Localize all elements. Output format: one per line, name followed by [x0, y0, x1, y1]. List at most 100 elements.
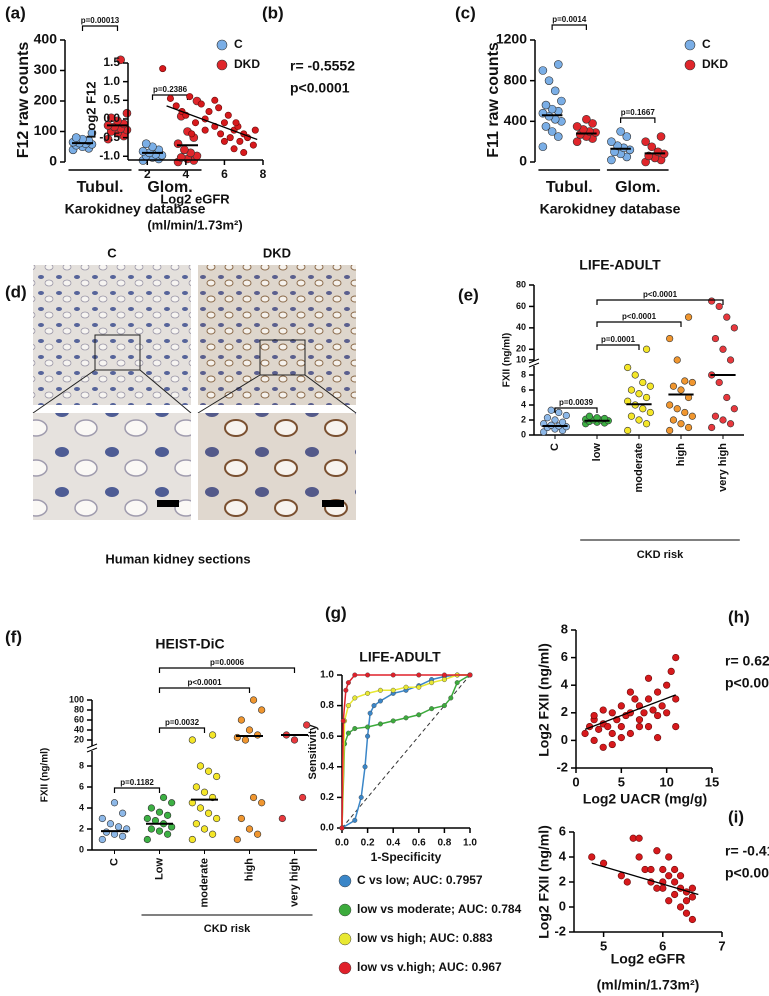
data-point — [290, 736, 299, 744]
curve-marker — [358, 794, 364, 800]
y-tick-label: 8 — [521, 369, 526, 379]
data-point — [155, 827, 164, 835]
scale-bar — [322, 500, 344, 507]
y-tick-label: 200 — [34, 92, 58, 108]
data-point — [224, 111, 232, 119]
data-point — [715, 302, 723, 311]
data-point — [647, 142, 657, 152]
legend-label: low vs v.high; AUC: 0.967 — [357, 960, 502, 974]
legend-label: C — [234, 37, 243, 51]
data-point — [582, 115, 591, 124]
data-point — [682, 897, 691, 905]
data-point — [541, 100, 551, 110]
data-point — [197, 100, 205, 108]
data-point — [585, 412, 594, 420]
reference-diagonal — [341, 674, 471, 829]
data-point — [557, 96, 566, 106]
data-point — [164, 830, 172, 838]
y-tick-label: 0 — [561, 732, 568, 747]
legend-marker — [684, 39, 696, 51]
curve-marker — [467, 672, 473, 678]
data-point — [719, 416, 727, 424]
data-point — [676, 903, 685, 911]
curve-marker — [441, 703, 447, 709]
data-point — [641, 137, 650, 146]
y-tick-label: 2 — [561, 704, 568, 719]
data-point — [671, 878, 679, 886]
annotation: p<0.0001 — [725, 865, 769, 881]
legend-marker — [338, 932, 352, 946]
significance-bracket — [158, 687, 251, 693]
data-point — [624, 426, 632, 435]
data-point — [299, 793, 307, 802]
y-tick-label: 2 — [79, 823, 84, 833]
curve-marker — [429, 706, 435, 712]
data-point — [116, 55, 125, 65]
data-point — [240, 149, 248, 157]
caption: Human kidney sections — [105, 551, 250, 566]
data-point — [631, 371, 639, 379]
data-point — [588, 119, 597, 128]
y-tick-label: 60 — [516, 301, 526, 311]
data-point — [642, 393, 651, 402]
x-tick-label: 0.0 — [335, 838, 349, 849]
data-point — [684, 423, 693, 432]
curve-marker — [377, 687, 383, 693]
curve-marker — [345, 680, 351, 686]
data-point — [653, 688, 662, 696]
annotation: p<0.0001 — [725, 675, 769, 691]
significance-bracket — [158, 667, 296, 673]
data-point — [653, 734, 662, 742]
data-point — [230, 145, 238, 153]
x-tick-label: 10 — [659, 774, 673, 789]
trend-line — [584, 694, 676, 730]
y-tick-label: 8 — [79, 760, 84, 770]
zoom-connector — [32, 369, 96, 414]
p-value: p=0.0001 — [601, 335, 636, 344]
curve-marker — [416, 684, 422, 690]
data-point — [635, 834, 643, 842]
data-point — [553, 60, 563, 69]
data-point — [215, 104, 223, 112]
panel-label: (b) — [262, 3, 284, 22]
x-tick-label: 1.0 — [463, 838, 477, 849]
legend-label: DKD — [702, 57, 728, 71]
zoom-connector — [197, 374, 261, 414]
x-tick-label: 2 — [144, 167, 151, 181]
data-point — [656, 132, 666, 141]
data-point — [673, 356, 681, 364]
data-point — [617, 702, 625, 710]
data-point — [233, 835, 241, 844]
data-point — [669, 382, 678, 390]
image-panel: (d) C DKD Human kidney sections — [5, 245, 357, 566]
data-point — [237, 814, 245, 823]
x-axis-label: 1-Specificity — [371, 850, 442, 864]
y-tick-label: 300 — [34, 61, 58, 77]
x-tick-label: Glom. — [615, 179, 660, 196]
y-axis-label: FXII (ng/ml) — [502, 333, 513, 387]
axis-break — [86, 747, 98, 753]
data-point — [595, 725, 603, 733]
data-point — [726, 356, 735, 364]
data-point — [626, 729, 635, 738]
axis-break — [528, 358, 540, 364]
curve-marker — [345, 703, 351, 709]
legend-marker — [684, 59, 696, 71]
data-point — [708, 297, 716, 305]
data-point — [572, 122, 582, 131]
significance-bracket — [81, 25, 119, 31]
data-point — [617, 734, 625, 742]
data-point — [141, 139, 151, 148]
y-tick-label: 10 — [516, 354, 526, 364]
legend-label: C — [702, 37, 711, 51]
data-point — [103, 134, 113, 144]
data-point — [659, 865, 667, 874]
x-tick-label: C — [549, 443, 561, 451]
data-point — [547, 104, 557, 114]
x-tick-label: moderate — [633, 443, 645, 493]
curve-marker — [403, 684, 409, 690]
y-tick-label: 20 — [516, 344, 526, 354]
zoom-connector — [304, 374, 357, 414]
data-point — [213, 772, 221, 781]
data-point — [658, 702, 666, 710]
